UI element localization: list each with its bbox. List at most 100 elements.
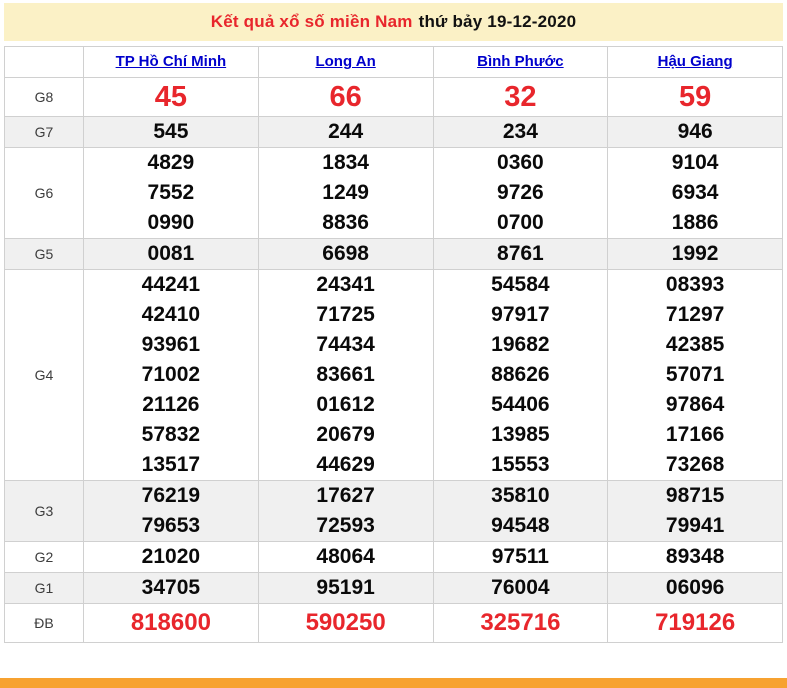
prize-numbers-cell: 818600 <box>83 603 259 643</box>
prize-number: 95191 <box>316 576 375 599</box>
prize-number: 1834 <box>322 151 369 174</box>
prize-numbers-cell: 0081 <box>83 238 259 270</box>
prize-number: 93961 <box>141 333 201 356</box>
prize-number: 54406 <box>491 393 550 416</box>
table-header-row: TP Hồ Chí Minh Long An Bình Phước Hậu Gi… <box>4 46 783 78</box>
prize-label-g8: G8 <box>4 77 84 117</box>
prize-number: 7552 <box>147 181 195 204</box>
prize-number: 97511 <box>491 545 549 568</box>
prize-number: 325716 <box>480 609 561 636</box>
page-title-date: thứ bảy 19-12-2020 <box>418 12 577 31</box>
prize-number: 8836 <box>322 211 369 234</box>
footer-orange-bar <box>0 678 787 688</box>
prize-numbers-cell: 8761 <box>432 238 609 270</box>
prize-number: 15553 <box>491 453 550 476</box>
prize-label-g6: G6 <box>4 147 84 239</box>
prize-number: 21126 <box>142 393 200 416</box>
prize-number: 1886 <box>671 211 719 234</box>
province-link-binh-phuoc[interactable]: Bình Phước <box>477 53 564 70</box>
prize-numbers-cell: 44241 42410 93961 71002 21126 57832 13517 <box>83 269 259 481</box>
prize-number: 59 <box>678 81 712 113</box>
prize-number: 44241 <box>141 273 201 296</box>
prize-numbers-cell: 66 <box>257 77 434 117</box>
prize-number: 72593 <box>316 514 375 537</box>
prize-numbers-cell: 946 <box>607 116 783 148</box>
prize-number: 6934 <box>671 181 719 204</box>
prize-row-g7: G7 545 244 234 946 <box>4 116 783 148</box>
prize-numbers-cell: 48064 <box>257 541 434 573</box>
page-title-region: Kết quả xổ số miền Nam <box>210 12 413 31</box>
prize-numbers-cell: 06096 <box>607 572 783 604</box>
prize-number: 76219 <box>141 484 201 507</box>
prize-number: 0360 <box>497 151 544 174</box>
prize-number: 42385 <box>665 333 725 356</box>
prize-number: 89348 <box>665 545 725 568</box>
prize-numbers-cell: 95191 <box>257 572 434 604</box>
prize-numbers-cell: 545 <box>83 116 259 148</box>
prize-numbers-cell: 21020 <box>83 541 259 573</box>
prize-label-g2: G2 <box>4 541 84 573</box>
prize-numbers-cell: 89348 <box>607 541 783 573</box>
prize-numbers-cell: 719126 <box>607 603 783 643</box>
prize-number: 79941 <box>665 514 725 537</box>
prize-numbers-cell: 08393 71297 42385 57071 97864 17166 73268 <box>607 269 783 481</box>
prize-number: 946 <box>677 120 713 143</box>
prize-number: 545 <box>153 120 189 143</box>
prize-number: 97864 <box>665 393 725 416</box>
prize-number: 83661 <box>316 363 375 386</box>
prize-number: 4829 <box>147 151 195 174</box>
prize-numbers-cell: 76004 <box>432 572 609 604</box>
results-table-body: G8 45 66 32 59 G7 545 244 234 946 G6 4829 7552 0990 18… <box>4 77 783 643</box>
prize-number: 0700 <box>497 211 544 234</box>
prize-numbers-cell: 97511 <box>432 541 609 573</box>
prize-numbers-cell: 45 <box>83 77 259 117</box>
prize-number: 88626 <box>491 363 550 386</box>
prize-label-g4: G4 <box>4 269 84 481</box>
prize-numbers-cell: 24341 71725 74434 83661 01612 20679 44629 <box>257 269 434 481</box>
province-link-tp-ho-chi-minh[interactable]: TP Hồ Chí Minh <box>115 53 227 70</box>
prize-number: 66 <box>329 81 362 113</box>
prize-label-g7: G7 <box>4 116 84 148</box>
prize-numbers-cell: 59 <box>607 77 783 117</box>
prize-number: 71297 <box>665 303 725 326</box>
prize-number: 8761 <box>497 242 544 265</box>
table-header-corner-cell <box>4 46 84 78</box>
prize-number: 719126 <box>655 609 736 636</box>
table-header-cell: TP Hồ Chí Minh <box>83 46 259 78</box>
prize-number: 20679 <box>316 423 375 446</box>
prize-label-g3: G3 <box>4 480 84 542</box>
prize-row-g2: G2 21020 48064 97511 89348 <box>4 541 783 573</box>
prize-numbers-cell: 9104 6934 1886 <box>607 147 783 239</box>
prize-numbers-cell: 6698 <box>257 238 434 270</box>
prize-number: 1992 <box>671 242 719 265</box>
prize-number: 71002 <box>141 363 201 386</box>
prize-number: 45 <box>154 81 187 113</box>
prize-numbers-cell: 17627 72593 <box>257 480 434 542</box>
prize-numbers-cell: 244 <box>257 116 434 148</box>
prize-row-g4: G4 44241 42410 93961 71002 21126 57832 13517 243… <box>4 269 783 481</box>
table-header-cell: Long An <box>257 46 434 78</box>
prize-label-g1: G1 <box>4 572 84 604</box>
prize-number: 35810 <box>491 484 550 507</box>
prize-numbers-cell: 35810 94548 <box>432 480 609 542</box>
prize-number: 76004 <box>491 576 550 599</box>
prize-number: 818600 <box>130 609 211 636</box>
province-link-hau-giang[interactable]: Hậu Giang <box>657 53 733 70</box>
prize-number: 590250 <box>305 609 386 636</box>
prize-number: 34705 <box>141 576 201 599</box>
prize-number: 234 <box>502 120 538 143</box>
prize-numbers-cell: 98715 79941 <box>607 480 783 542</box>
prize-number: 57071 <box>665 363 725 386</box>
prize-number: 73268 <box>665 453 725 476</box>
prize-number: 71725 <box>316 303 375 326</box>
prize-number: 01612 <box>316 393 375 416</box>
prize-number: 9104 <box>671 151 719 174</box>
prize-number: 17627 <box>316 484 375 507</box>
prize-number: 19682 <box>491 333 550 356</box>
prize-numbers-cell: 54584 97917 19682 88626 54406 13985 15553 <box>432 269 609 481</box>
province-link-long-an[interactable]: Long An <box>315 53 376 70</box>
prize-number: 79653 <box>141 514 201 537</box>
prize-number: 57832 <box>141 423 201 446</box>
prize-number: 42410 <box>141 303 201 326</box>
prize-row-db: ĐB 818600 590250 325716 719126 <box>4 603 783 643</box>
